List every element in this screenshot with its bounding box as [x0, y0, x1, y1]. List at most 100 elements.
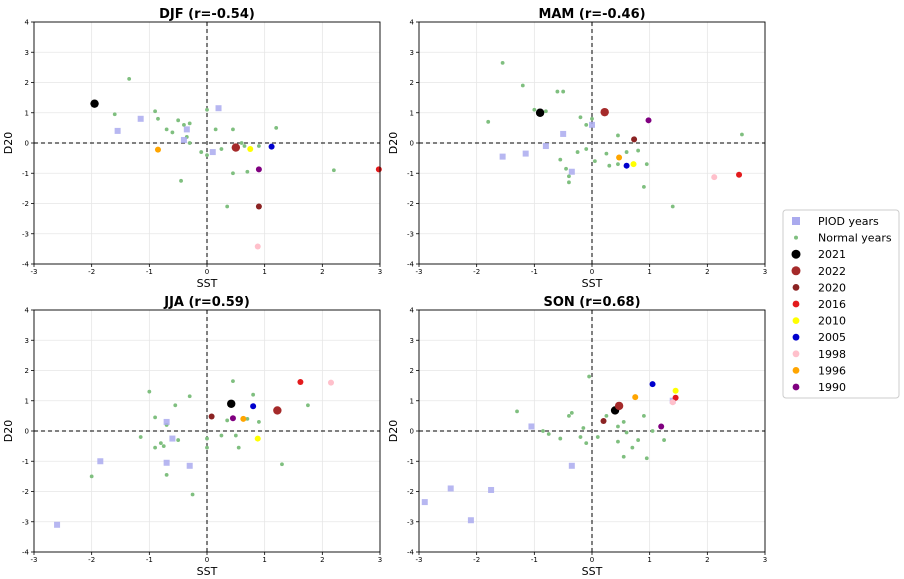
year-point-2020: [255, 203, 262, 210]
piod-year-point: [467, 517, 474, 524]
x-tick-label: -1: [531, 268, 538, 276]
piod-year-point: [568, 462, 575, 469]
piod-year-point: [186, 462, 193, 469]
normal-year-point: [486, 119, 491, 124]
normal-year-point: [251, 392, 256, 397]
piod-year-point: [137, 115, 144, 122]
y-axis-label: D20: [2, 132, 15, 154]
normal-year-point: [636, 148, 641, 153]
legend-label-normal: Normal years: [818, 232, 892, 245]
normal-year-point: [546, 432, 551, 436]
year-point-2016: [672, 394, 679, 401]
y-tick-label: -1: [22, 458, 29, 466]
year-point-1996: [240, 415, 247, 422]
normal-year-point: [274, 125, 279, 130]
normal-year-point: [584, 441, 589, 445]
y-tick-label: -4: [407, 549, 415, 557]
year-point-2010: [672, 387, 679, 394]
piod-year-point: [163, 418, 170, 425]
x-tick-label: -1: [531, 556, 538, 564]
x-tick-label: -3: [416, 556, 423, 564]
year-point-2022: [600, 107, 609, 117]
x-tick-label: 0: [590, 268, 594, 276]
normal-year-point: [280, 462, 284, 467]
x-tick-label: -2: [88, 556, 95, 564]
normal-year-point: [225, 418, 230, 423]
legend-label-1998: 1998: [818, 348, 846, 361]
x-tick-label: 3: [763, 268, 767, 276]
year-point-2021: [227, 399, 236, 408]
normal-year-point: [642, 184, 646, 189]
normal-year-point: [520, 83, 525, 88]
normal-year-point: [170, 130, 175, 135]
y-tick-label: 1: [410, 397, 414, 405]
legend-marker-normal: [794, 235, 798, 240]
normal-year-point: [584, 122, 589, 127]
y-tick-label: 1: [25, 109, 29, 117]
piod-year-point: [97, 458, 104, 465]
y-tick-label: -3: [407, 518, 414, 526]
x-tick-label: 0: [590, 556, 594, 564]
y-tick-label: -2: [407, 200, 414, 208]
normal-year-point: [205, 107, 209, 112]
x-tick-label: 1: [262, 556, 266, 564]
year-point-2005: [268, 143, 275, 150]
panel-title: SON (r=0.68): [543, 295, 640, 310]
x-tick-label: -2: [473, 268, 480, 276]
y-tick-label: 3: [410, 49, 414, 57]
normal-year-point: [644, 162, 649, 167]
normal-year-point: [607, 163, 612, 168]
normal-year-point: [257, 420, 261, 424]
y-tick-label: 1: [410, 109, 414, 117]
legend-marker-1990: [792, 383, 800, 391]
year-point-1998: [327, 379, 334, 386]
normal-year-point: [616, 162, 620, 167]
year-point-2005: [623, 162, 630, 169]
normal-year-point: [662, 438, 666, 442]
y-tick-label: -4: [22, 261, 30, 269]
normal-year-point: [306, 403, 310, 408]
normal-year-point: [205, 445, 209, 450]
normal-year-point: [187, 394, 192, 399]
legend-marker-1996: [792, 367, 800, 374]
legend-marker-2022: [791, 266, 801, 276]
y-tick-label: 4: [410, 19, 415, 27]
normal-year-point: [156, 116, 160, 121]
y-tick-label: 0: [410, 428, 414, 436]
y-tick-label: -1: [22, 170, 29, 178]
normal-year-point: [164, 127, 169, 132]
x-tick-label: 2: [320, 556, 324, 564]
normal-year-point: [199, 150, 204, 154]
piod-year-point: [528, 423, 535, 430]
normal-year-point: [231, 171, 235, 176]
x-tick-label: 1: [262, 268, 266, 276]
y-axis-label: D20: [387, 420, 400, 442]
y-tick-label: -2: [22, 488, 29, 496]
normal-year-point: [236, 445, 241, 450]
year-point-2010: [630, 161, 637, 168]
normal-year-point: [176, 118, 181, 123]
y-tick-label: 2: [410, 367, 414, 375]
x-axis-label: SST: [197, 565, 218, 578]
normal-year-point: [239, 141, 244, 145]
panel-title: JJA (r=0.59): [163, 295, 250, 310]
year-point-2010: [247, 146, 254, 153]
year-point-2016: [375, 166, 382, 173]
normal-year-point: [127, 76, 132, 81]
y-tick-label: 0: [410, 140, 414, 148]
year-point-1998: [254, 243, 261, 250]
y-tick-label: 0: [25, 140, 29, 148]
x-axis-label: SST: [582, 277, 603, 290]
normal-year-point: [245, 169, 250, 174]
normal-year-point: [153, 415, 158, 420]
normal-year-point: [225, 204, 230, 209]
normal-year-point: [558, 436, 563, 441]
legend-marker-2010: [792, 317, 800, 324]
normal-year-point: [561, 89, 566, 94]
normal-year-point: [575, 150, 580, 154]
legend-label-2021: 2021: [818, 248, 846, 261]
piod-year-point: [169, 435, 176, 442]
